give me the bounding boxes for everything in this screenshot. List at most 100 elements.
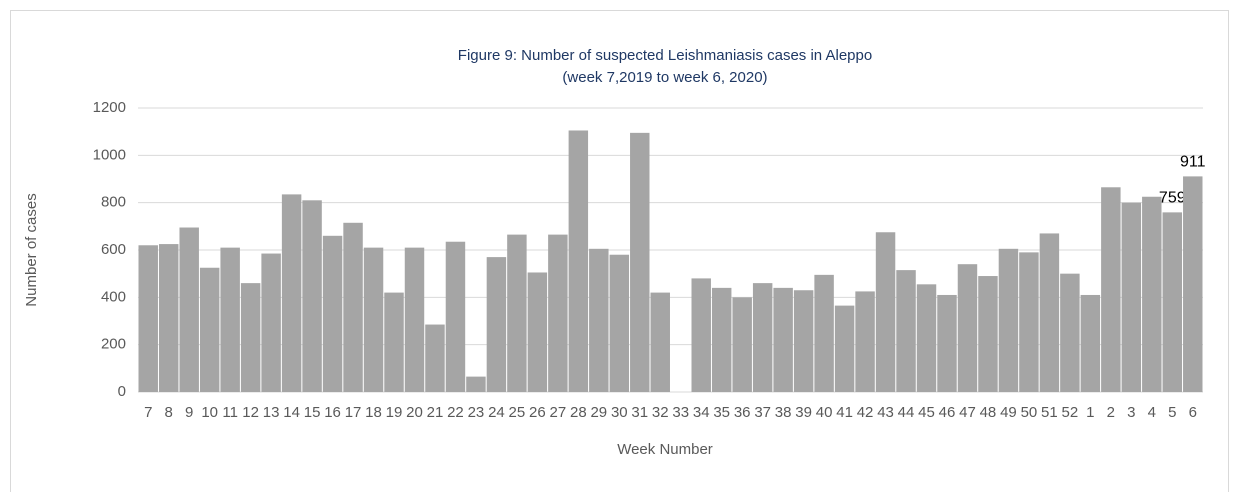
x-tick-label: 14 <box>283 404 300 421</box>
bar <box>650 292 670 392</box>
bar <box>978 276 998 392</box>
bar <box>630 132 650 392</box>
bar <box>937 294 957 392</box>
x-tick-label: 40 <box>816 404 833 421</box>
x-tick-label: 15 <box>304 404 321 421</box>
x-tick-label: 37 <box>754 404 771 421</box>
x-tick-label: 32 <box>652 404 669 421</box>
chart-title: Figure 9: Number of suspected Leishmania… <box>458 47 872 64</box>
bar <box>425 324 445 392</box>
bar <box>527 272 548 392</box>
bar <box>834 305 855 392</box>
x-tick-label: 8 <box>165 404 173 421</box>
chart-subtitle: (week 7,2019 to week 6, 2020) <box>562 69 767 86</box>
bar <box>1019 252 1039 392</box>
bar <box>363 247 384 392</box>
bar <box>998 248 1019 392</box>
bar <box>1101 187 1121 392</box>
x-tick-label: 29 <box>590 404 607 421</box>
bar <box>957 264 978 392</box>
bar <box>691 278 711 392</box>
bar <box>158 244 179 392</box>
bar <box>1039 233 1060 392</box>
data-label: 911 <box>1180 154 1206 171</box>
y-tick-label: 800 <box>101 194 126 211</box>
x-tick-label: 23 <box>468 404 485 421</box>
bar <box>486 257 507 392</box>
x-tick-label: 39 <box>795 404 812 421</box>
x-tick-label: 27 <box>550 404 567 421</box>
bar <box>322 235 343 392</box>
x-tick-label: 4 <box>1148 404 1156 421</box>
bar <box>220 247 240 392</box>
x-tick-label: 42 <box>857 404 874 421</box>
bar <box>568 130 589 392</box>
bar <box>1121 202 1142 392</box>
y-axis-label: Number of cases <box>23 193 40 306</box>
bar <box>814 274 834 392</box>
x-tick-label: 50 <box>1021 404 1038 421</box>
x-tick-label: 47 <box>959 404 976 421</box>
bar <box>1080 294 1101 392</box>
bar <box>384 292 404 392</box>
bar <box>916 284 937 392</box>
bar <box>343 222 363 392</box>
x-tick-label: 11 <box>222 404 238 421</box>
x-tick-label: 22 <box>447 404 464 421</box>
bar <box>548 234 568 392</box>
x-tick-label: 34 <box>693 404 710 421</box>
x-tick-label: 5 <box>1168 404 1176 421</box>
chart-border <box>10 10 1229 492</box>
bar <box>302 200 322 392</box>
x-tick-label: 36 <box>734 404 751 421</box>
x-tick-label: 51 <box>1041 404 1058 421</box>
y-tick-label: 1200 <box>93 99 126 116</box>
x-tick-label: 28 <box>570 404 587 421</box>
bar <box>609 254 630 392</box>
y-tick-label: 400 <box>101 288 126 305</box>
x-tick-label: 33 <box>672 404 689 421</box>
bar <box>711 287 732 392</box>
x-tick-label: 17 <box>345 404 362 421</box>
y-tick-label: 600 <box>101 241 126 258</box>
x-tick-label: 7 <box>144 404 152 421</box>
x-tick-label: 52 <box>1062 404 1079 421</box>
x-tick-label: 2 <box>1107 404 1115 421</box>
y-tick-label: 200 <box>101 336 126 353</box>
x-tick-label: 31 <box>631 404 648 421</box>
y-tick-label: 0 <box>118 383 126 400</box>
x-axis-label: Week Number <box>617 441 713 458</box>
x-tick-label: 26 <box>529 404 546 421</box>
bar <box>404 247 425 392</box>
x-tick-label: 13 <box>263 404 280 421</box>
x-tick-label: 25 <box>509 404 526 421</box>
x-tick-label: 45 <box>918 404 935 421</box>
bar <box>199 267 220 392</box>
x-tick-label: 20 <box>406 404 423 421</box>
bar <box>1183 176 1203 392</box>
x-tick-label: 18 <box>365 404 382 421</box>
bar <box>1060 273 1080 392</box>
x-tick-label: 44 <box>898 404 915 421</box>
bar <box>261 253 281 392</box>
x-tick-label: 6 <box>1189 404 1197 421</box>
bar <box>875 232 896 392</box>
x-tick-label: 38 <box>775 404 792 421</box>
x-tick-label: 21 <box>427 404 444 421</box>
x-tick-label: 12 <box>242 404 259 421</box>
x-tick-label: 30 <box>611 404 628 421</box>
x-tick-label: 41 <box>836 404 853 421</box>
bar <box>589 248 609 392</box>
bar <box>466 376 486 392</box>
bar <box>1142 196 1162 392</box>
bar <box>1162 212 1183 392</box>
x-tick-label: 9 <box>185 404 193 421</box>
bar <box>896 270 916 392</box>
x-tick-label: 3 <box>1127 404 1135 421</box>
bar <box>445 241 466 392</box>
x-tick-label: 10 <box>201 404 218 421</box>
x-tick-label: 19 <box>386 404 403 421</box>
bar <box>752 283 773 392</box>
x-tick-label: 49 <box>1000 404 1017 421</box>
